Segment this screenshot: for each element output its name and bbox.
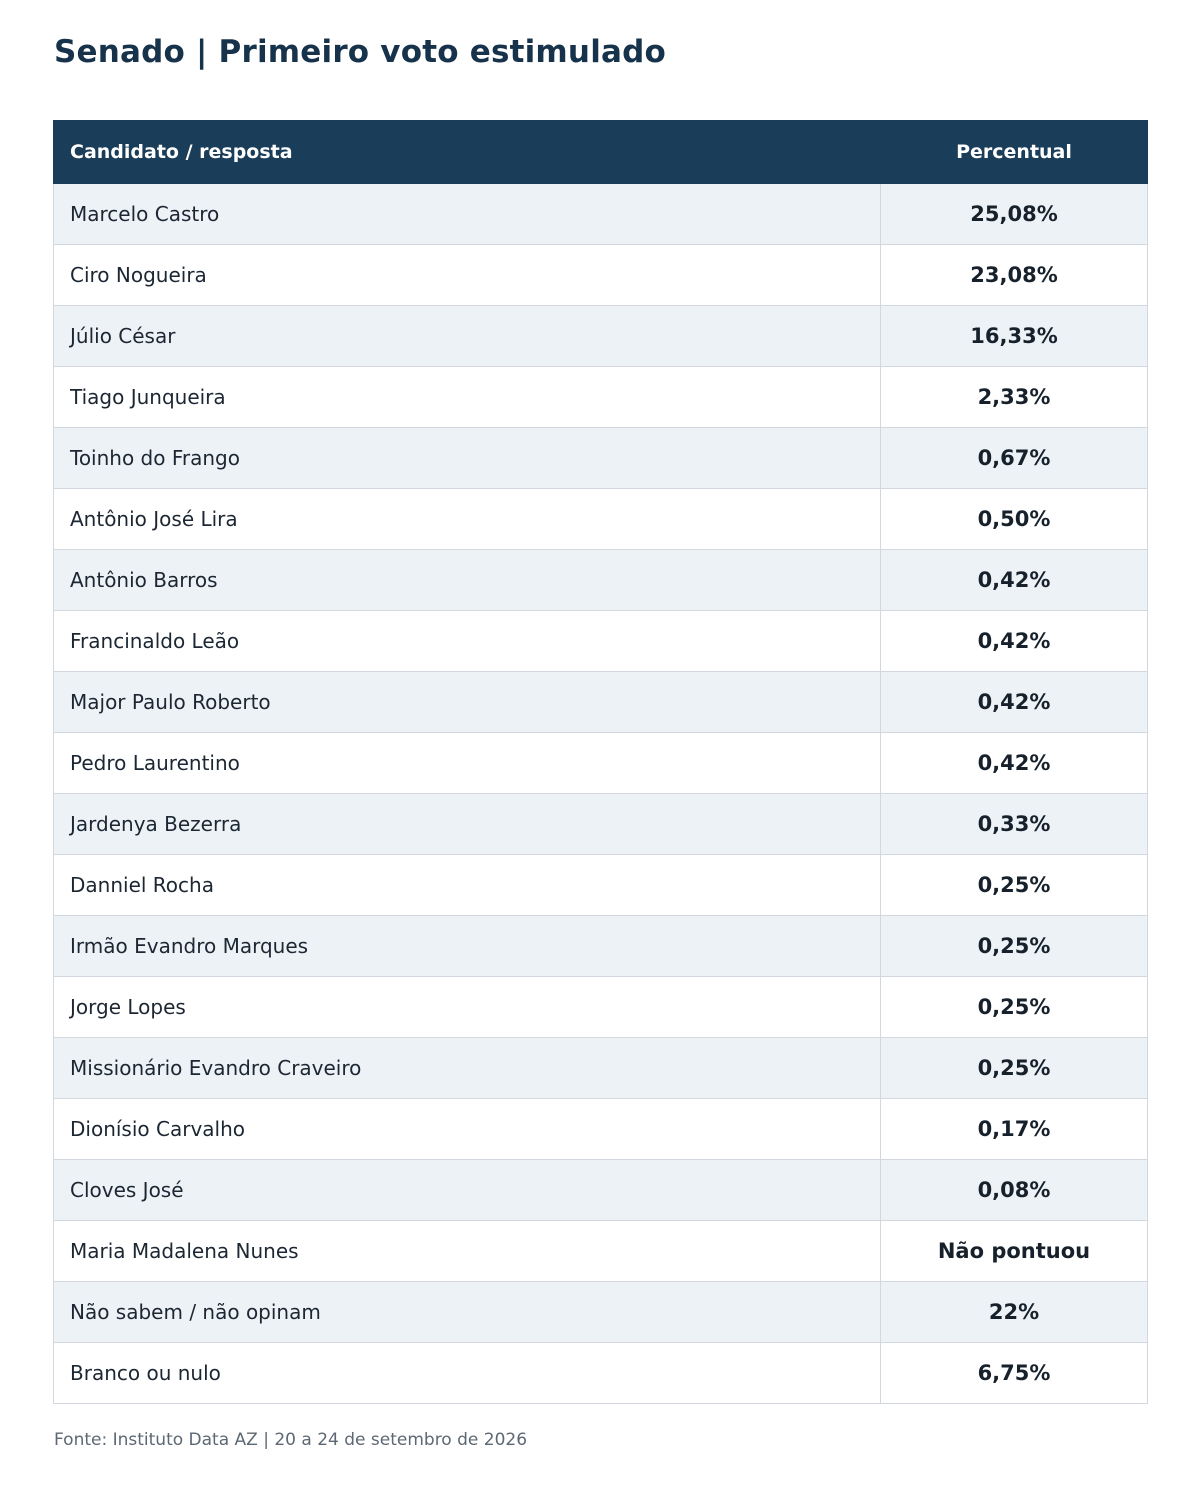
table-row: Jorge Lopes 0,25% (53, 976, 1148, 1038)
table-row: Missionário Evandro Craveiro 0,25% (53, 1037, 1148, 1099)
table-row: Pedro Laurentino 0,42% (53, 732, 1148, 794)
candidate-name: Danniel Rocha (53, 854, 881, 916)
table-body: Marcelo Castro 25,08% Ciro Nogueira 23,0… (53, 183, 1148, 1404)
candidate-name: Pedro Laurentino (53, 732, 881, 794)
column-header-candidate: Candidato / resposta (53, 120, 881, 184)
table-row: Antônio Barros 0,42% (53, 549, 1148, 611)
candidate-name: Jardenya Bezerra (53, 793, 881, 855)
column-header-percent: Percentual (880, 120, 1148, 184)
table-row: Maria Madalena Nunes Não pontuou (53, 1220, 1148, 1282)
page-title: Senado | Primeiro voto estimulado (54, 34, 667, 70)
table-row: Francinaldo Leão 0,42% (53, 610, 1148, 672)
candidate-percent: 0,42% (880, 671, 1148, 733)
header-row: Candidato / resposta Percentual (53, 120, 1148, 184)
table-row: Jardenya Bezerra 0,33% (53, 793, 1148, 855)
candidate-name: Major Paulo Roberto (53, 671, 881, 733)
candidate-percent: 0,33% (880, 793, 1148, 855)
candidate-name: Branco ou nulo (53, 1342, 881, 1404)
table-row: Ciro Nogueira 23,08% (53, 244, 1148, 306)
candidate-percent: Não pontuou (880, 1220, 1148, 1282)
candidate-name: Marcelo Castro (53, 183, 881, 245)
candidate-name: Missionário Evandro Craveiro (53, 1037, 881, 1099)
candidate-percent: 22% (880, 1281, 1148, 1343)
candidate-name: Toinho do Frango (53, 427, 881, 489)
candidate-name: Cloves José (53, 1159, 881, 1221)
table-row: Júlio César 16,33% (53, 305, 1148, 367)
candidate-percent: 0,08% (880, 1159, 1148, 1221)
candidate-percent: 0,42% (880, 732, 1148, 794)
source-note: Fonte: Instituto Data AZ | 20 a 24 de se… (54, 1430, 528, 1450)
candidate-percent: 0,67% (880, 427, 1148, 489)
table-row: Dionísio Carvalho 0,17% (53, 1098, 1148, 1160)
candidate-percent: 0,42% (880, 549, 1148, 611)
candidate-name: Francinaldo Leão (53, 610, 881, 672)
results-table: Candidato / resposta Percentual Marcelo … (53, 120, 1148, 1404)
candidate-name: Irmão Evandro Marques (53, 915, 881, 977)
table-header: Candidato / resposta Percentual (53, 120, 1148, 184)
table-row: Danniel Rocha 0,25% (53, 854, 1148, 916)
table-row: Tiago Junqueira 2,33% (53, 366, 1148, 428)
candidate-percent: 16,33% (880, 305, 1148, 367)
candidate-percent: 0,25% (880, 1037, 1148, 1099)
table-row: Major Paulo Roberto 0,42% (53, 671, 1148, 733)
candidate-percent: 23,08% (880, 244, 1148, 306)
candidate-name: Dionísio Carvalho (53, 1098, 881, 1160)
table-row: Marcelo Castro 25,08% (53, 183, 1148, 245)
candidate-percent: 25,08% (880, 183, 1148, 245)
candidate-percent: 0,17% (880, 1098, 1148, 1160)
candidate-name: Maria Madalena Nunes (53, 1220, 881, 1282)
candidate-percent: 0,25% (880, 976, 1148, 1038)
table-row: Não sabem / não opinam 22% (53, 1281, 1148, 1343)
candidate-name: Júlio César (53, 305, 881, 367)
table-row: Antônio José Lira 0,50% (53, 488, 1148, 550)
table-row: Irmão Evandro Marques 0,25% (53, 915, 1148, 977)
candidate-name: Ciro Nogueira (53, 244, 881, 306)
table-row: Cloves José 0,08% (53, 1159, 1148, 1221)
candidate-name: Não sabem / não opinam (53, 1281, 881, 1343)
candidate-percent: 6,75% (880, 1342, 1148, 1404)
table-row: Branco ou nulo 6,75% (53, 1342, 1148, 1404)
candidate-percent: 0,25% (880, 854, 1148, 916)
candidate-name: Antônio Barros (53, 549, 881, 611)
candidate-percent: 0,25% (880, 915, 1148, 977)
candidate-percent: 0,50% (880, 488, 1148, 550)
candidate-name: Antônio José Lira (53, 488, 881, 550)
candidate-percent: 0,42% (880, 610, 1148, 672)
candidate-name: Tiago Junqueira (53, 366, 881, 428)
table-row: Toinho do Frango 0,67% (53, 427, 1148, 489)
candidate-percent: 2,33% (880, 366, 1148, 428)
candidate-name: Jorge Lopes (53, 976, 881, 1038)
